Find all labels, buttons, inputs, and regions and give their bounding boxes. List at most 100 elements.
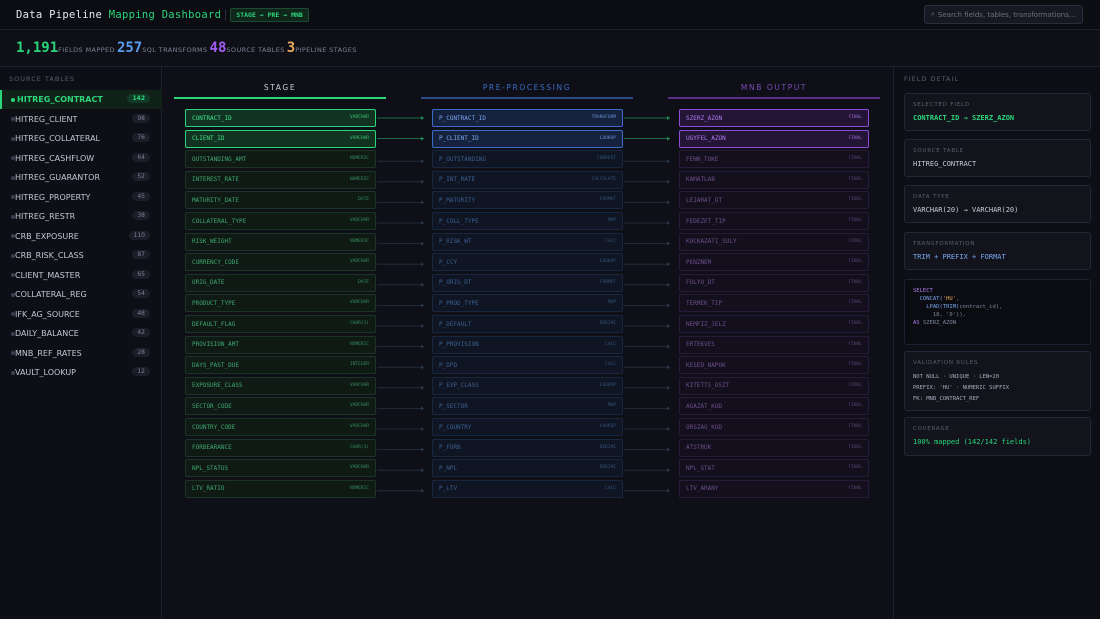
stat-label: PIPELINE STAGES <box>295 46 357 54</box>
stage-field[interactable]: COLLATERAL_TYPE VARCHAR <box>185 212 376 230</box>
field-name: P_PROVISION <box>439 341 479 349</box>
stage-field[interactable]: OUTSTANDING_AMT NUMERIC <box>185 150 376 169</box>
connector-arrowhead <box>421 488 424 493</box>
pre-field[interactable]: P_INT_RATE CALCULATE <box>432 170 623 189</box>
field-type-tag: FINAL <box>848 279 862 285</box>
mnb-field[interactable]: NPL_STAT FINAL <box>679 459 869 478</box>
mnb-field[interactable]: LEJARAT_DT FINAL <box>679 191 869 210</box>
stage-field[interactable]: MATURITY_DATE DATE <box>185 191 376 210</box>
pre-field[interactable]: P_SECTOR MAP <box>432 397 623 416</box>
search-input[interactable]: ⌕ Search fields, tables, transformations… <box>924 5 1083 24</box>
field-type-tag: FINAL <box>848 218 862 223</box>
pre-field[interactable]: P_ORIG_DT FORMAT <box>432 273 623 292</box>
mnb-field[interactable]: NEMFIZ_JELZ FINAL <box>679 315 869 333</box>
stage-field[interactable]: DEFAULT_FLAG CHAR(1) <box>185 315 376 333</box>
source-table-item[interactable]: HITREG_CLIENT 98 <box>0 110 162 129</box>
pre-field[interactable]: P_EXP_CLASS LOOKUP <box>432 376 623 395</box>
pre-field[interactable]: P_COLL_TYPE MAP <box>432 212 623 230</box>
source-table-item[interactable]: CRB_EXPOSURE 110 <box>0 227 162 246</box>
stage-field[interactable]: ORIG_DATE DATE <box>185 273 376 292</box>
mnb-field[interactable]: FOLYO_DT FINAL <box>679 273 869 292</box>
source-table-item[interactable]: CLIENT_MASTER 65 <box>0 266 162 285</box>
mnb-field[interactable]: LTV_ARANY FINAL <box>679 479 869 498</box>
stage-field[interactable]: PROVISION_AMT NUMERIC <box>185 335 376 354</box>
source-table-item[interactable]: IFK_AG_SOURCE 48 <box>0 305 162 324</box>
source-table-item[interactable]: HITREG_CONTRACT 142 <box>0 90 162 109</box>
field-type-tag: FINAL <box>848 465 862 471</box>
status-dot <box>11 175 15 180</box>
stage-field[interactable]: PRODUCT_TYPE VARCHAR <box>185 294 376 313</box>
source-table-item[interactable]: HITREG_PROPERTY 45 <box>0 188 162 207</box>
mnb-field[interactable]: AGAZAT_KOD FINAL <box>679 397 869 416</box>
source-table-item[interactable]: VAULT_LOOKUP 12 <box>0 363 162 382</box>
pre-field[interactable]: P_CONTRACT_ID TRANSFORM <box>432 109 623 127</box>
mnb-field[interactable]: ERTEKVES FINAL <box>679 335 869 354</box>
column-header-mnb-output: MNB OUTPUT <box>740 83 808 92</box>
source-table-item[interactable]: HITREG_COLLATERAL 76 <box>0 129 162 148</box>
pre-field[interactable]: P_NPL DERIVE <box>432 459 623 478</box>
field-type-tag: TRANSFORM <box>591 115 616 120</box>
pre-field[interactable]: P_CCY LOOKUP <box>432 253 623 272</box>
source-table-item[interactable]: COLLATERAL_REG 54 <box>0 285 162 304</box>
pre-field[interactable]: P_OUTSTANDING CONVERT <box>432 150 623 169</box>
stage-field[interactable]: INTEREST_RATE NUMERIC <box>185 170 376 189</box>
pre-field[interactable]: P_PROVISION CALC <box>432 335 623 354</box>
mnb-field[interactable]: FENN_TOKE FINAL <box>679 150 869 169</box>
pre-field[interactable]: P_DPD CALC <box>432 356 623 375</box>
stage-field[interactable]: COUNTRY_CODE VARCHAR <box>185 418 376 436</box>
stat-label: SOURCE TABLES <box>226 46 285 54</box>
pre-field[interactable]: P_RISK_WT CALC <box>432 232 623 251</box>
stage-field[interactable]: DAYS_PAST_DUE INTEGER <box>185 356 376 375</box>
stage-field[interactable]: SECTOR_CODE VARCHAR <box>185 397 376 416</box>
field-count-badge: 28 <box>132 347 150 357</box>
field-type-tag: FINAL <box>848 115 862 120</box>
stage-field[interactable]: RISK_WEIGHT NUMERIC <box>185 232 376 251</box>
source-table-item[interactable]: CRB_RISK_CLASS 87 <box>0 246 162 265</box>
field-count-badge: 42 <box>132 328 150 337</box>
field-name: P_DEFAULT <box>439 320 472 328</box>
status-dot <box>11 273 15 277</box>
field-type-tag: FINAL <box>848 135 862 141</box>
field-type-tag: FINAL <box>848 403 862 409</box>
source-table-item[interactable]: HITREG_GUARANTOR 52 <box>0 168 162 187</box>
pre-field[interactable]: P_CLIENT_ID LOOKUP <box>432 129 623 148</box>
column-underline-stage <box>174 97 386 99</box>
source-table-item[interactable]: HITREG_RESTR 38 <box>0 207 162 226</box>
mnb-field[interactable]: SZERZ_AZON FINAL <box>679 109 869 127</box>
pre-field[interactable]: P_MATURITY FORMAT <box>432 191 623 210</box>
mnb-field[interactable]: KAMATLAB FINAL <box>679 170 869 189</box>
stage-field[interactable]: EXPOSURE_CLASS VARCHAR <box>185 376 376 395</box>
stage-field[interactable]: CURRENCY_CODE VARCHAR <box>185 253 376 272</box>
source-table-item[interactable]: DAILY_BALANCE 42 <box>0 324 162 343</box>
field-type-tag: DATE <box>358 197 369 203</box>
mnb-field[interactable]: ORSZAG_KOD FINAL <box>679 418 869 436</box>
field-type-tag: VARCHAR <box>350 218 369 223</box>
mnb-field[interactable]: ATSTRUK FINAL <box>679 438 869 457</box>
stage-field[interactable]: FORBEARANCE CHAR(1) <box>185 438 376 457</box>
pre-field[interactable]: P_COUNTRY LOOKUP <box>432 418 623 436</box>
source-table-item[interactable]: MNB_REF_RATES 28 <box>0 344 162 363</box>
mnb-field[interactable]: TERMEK_TIP FINAL <box>679 294 869 313</box>
pre-field[interactable]: P_PROD_TYPE MAP <box>432 294 623 313</box>
stage-field[interactable]: LTV_RATIO NUMERIC <box>185 479 376 498</box>
mnb-field[interactable]: PENZNEM FINAL <box>679 253 869 272</box>
source-table-item[interactable]: HITREG_CASHFLOW 64 <box>0 149 162 168</box>
field-count-badge: 38 <box>132 211 150 220</box>
field-type-tag: VARCHAR <box>350 259 369 265</box>
pre-field[interactable]: P_FORB DERIVE <box>432 438 623 457</box>
mnb-field[interactable]: KOCKAZATI_SULY FINAL <box>679 232 869 251</box>
search-icon: ⌕ <box>931 10 935 18</box>
connector-arrowhead <box>667 116 670 120</box>
pre-field[interactable]: P_LTV CALC <box>432 479 623 498</box>
mnb-field[interactable]: FEDEZET_TIP FINAL <box>679 212 869 230</box>
stats-bar: 1,191 FIELDS MAPPED 257 SQL TRANSFORMS 48 SOU… <box>0 30 1100 67</box>
mnb-field[interactable]: KITETTS_OSZT FINAL <box>679 376 869 395</box>
stage-field[interactable]: NPL_STATUS VARCHAR <box>185 459 376 478</box>
connector-arrowhead <box>421 136 424 141</box>
mnb-field[interactable]: KESED_NAPOK FINAL <box>679 356 869 375</box>
connector-arrowhead <box>421 262 424 267</box>
pre-field[interactable]: P_DEFAULT DERIVE <box>432 315 623 333</box>
stage-field[interactable]: CONTRACT_ID VARCHAR <box>185 109 376 127</box>
mnb-field[interactable]: UGYFEL_AZON FINAL <box>679 129 869 148</box>
stage-field[interactable]: CLIENT_ID VARCHAR <box>185 129 376 148</box>
